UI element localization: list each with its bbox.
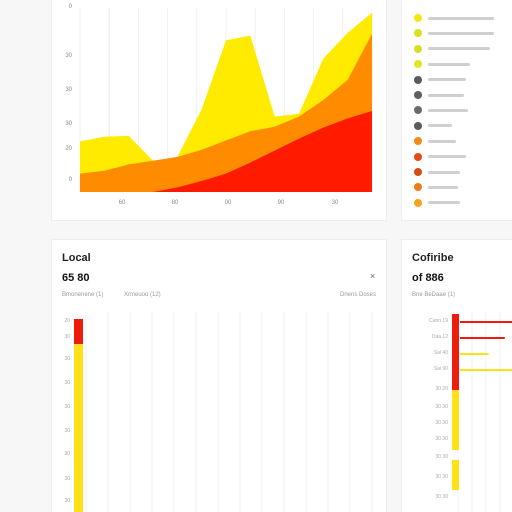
- legend-item[interactable]: [414, 135, 456, 147]
- legend-label-placeholder: [428, 93, 464, 97]
- x-tick-label: 30: [332, 200, 339, 206]
- y-tick-label: 0: [69, 177, 73, 183]
- compare-y-label: 30 20: [435, 386, 448, 392]
- local-bar-red: [74, 319, 83, 345]
- close-icon[interactable]: ×: [370, 271, 376, 281]
- legend-item[interactable]: [414, 181, 458, 193]
- x-tick-label: 90: [278, 200, 285, 206]
- legend-label-placeholder: [428, 16, 494, 20]
- compare-hbar: [460, 321, 512, 323]
- compare-y-label: 30 30: [435, 420, 448, 426]
- legend-dot-icon: [414, 44, 422, 53]
- legend-card: [402, 0, 512, 220]
- legend-item[interactable]: [414, 104, 468, 116]
- compare-y-label: 30 30: [435, 474, 448, 480]
- local-y-label: 20: [64, 318, 70, 324]
- legend-item[interactable]: [414, 27, 494, 39]
- legend-item[interactable]: [414, 197, 460, 209]
- local-panel: Local 65 80 × Bmonenene (1) Xrmeuoo (12)…: [52, 240, 386, 512]
- local-y-label: 30: [64, 428, 70, 434]
- x-tick-label: 60: [119, 200, 126, 206]
- compare-meta: Bne BeDaae (1): [412, 292, 456, 298]
- y-tick-label: 30: [65, 87, 72, 93]
- compare-hbar: [460, 369, 512, 371]
- local-meta-right: Dnens Doses: [340, 292, 377, 298]
- legend-label-placeholder: [428, 170, 460, 174]
- legend-item[interactable]: [414, 74, 466, 86]
- y-tick-label: 0: [69, 4, 73, 10]
- legend-label-placeholder: [428, 78, 466, 82]
- legend-dot-icon: [414, 60, 422, 69]
- local-value: 65 80: [62, 272, 90, 284]
- legend-dot-icon: [414, 106, 422, 115]
- legend-dot-icon: [414, 137, 422, 146]
- local-y-label: 30: [64, 380, 70, 386]
- legend-label-placeholder: [428, 124, 452, 128]
- compare-value: of 886: [412, 272, 444, 284]
- legend-dot-icon: [414, 91, 422, 99]
- compare-y-label: Sai 90: [434, 366, 448, 372]
- local-y-label: 30: [64, 476, 70, 482]
- compare-y-label: Cann 19: [429, 318, 448, 324]
- compare-bar-chart: Cann 19 Daa 12 Sal 40 Sai 90 30 20 30 30 30 30…: [429, 312, 512, 512]
- compare-hbar: [460, 337, 505, 339]
- local-meta-mid: Xrmeuoo (12): [124, 292, 161, 298]
- local-bar-chart: 20 30 30 30 30 30 30 30 30: [64, 312, 373, 512]
- compare-y-label: 30 30: [435, 454, 448, 460]
- legend-label-placeholder: [428, 31, 494, 35]
- local-title: Local: [62, 252, 91, 264]
- x-tick-label: 00: [225, 200, 232, 206]
- legend-item[interactable]: [414, 89, 464, 101]
- compare-y-label: Daa 12: [432, 334, 448, 340]
- legend-item[interactable]: [414, 166, 460, 178]
- legend-label-placeholder: [428, 185, 458, 189]
- legend-label-placeholder: [428, 108, 468, 112]
- compare-hbar: [460, 353, 489, 355]
- local-meta-left: Bmonenene (1): [62, 292, 104, 298]
- legend-item[interactable]: [414, 12, 494, 24]
- y-tick-label: 20: [65, 146, 72, 152]
- legend-item[interactable]: [414, 58, 470, 70]
- legend-dot-icon: [414, 168, 422, 176]
- legend-dot-icon: [414, 121, 422, 130]
- legend-item[interactable]: [414, 43, 490, 55]
- legend-dot-icon: [414, 14, 422, 22]
- local-y-label: 30: [64, 498, 70, 504]
- legend-dot-icon: [414, 198, 422, 207]
- legend-dot-icon: [414, 183, 422, 192]
- compare-bar-red: [452, 314, 459, 390]
- local-y-label: 30: [64, 356, 70, 362]
- compare-panel: Cofiribe of 886 Bne BeDaae (1) Cann 19 Da…: [402, 240, 512, 512]
- legend-label-placeholder: [428, 155, 466, 159]
- area-series-0: [80, 111, 372, 192]
- compare-bar-yellow: [452, 460, 459, 490]
- legend-dot-icon: [414, 152, 422, 161]
- legend-dot-icon: [414, 75, 422, 84]
- compare-y-label: 30 30: [435, 404, 448, 410]
- compare-title: Cofiribe: [412, 252, 454, 264]
- legend-label-placeholder: [428, 201, 460, 205]
- local-y-label: 30: [64, 451, 70, 457]
- local-bar-yellow: [74, 344, 83, 512]
- legend-item[interactable]: [414, 120, 452, 132]
- compare-bar-yellow: [452, 390, 459, 450]
- legend-dot-icon: [414, 29, 422, 38]
- compare-y-label: 30 30: [435, 494, 448, 500]
- compare-y-label: 30 30: [435, 436, 448, 442]
- legend-label-placeholder: [428, 47, 490, 51]
- y-tick-label: 30: [65, 121, 72, 127]
- area-chart: 0 30 30 30 20 0 60 80 00 90 30: [65, 4, 373, 206]
- local-y-label: 30: [64, 334, 70, 340]
- legend-label-placeholder: [428, 139, 456, 143]
- local-y-label: 30: [64, 404, 70, 410]
- area-chart-card: 0 30 30 30 20 0 60 80 00 90 30: [52, 0, 386, 220]
- legend-item[interactable]: [414, 151, 466, 163]
- compare-y-label: Sal 40: [434, 350, 448, 356]
- y-tick-label: 30: [65, 53, 72, 59]
- legend-label-placeholder: [428, 62, 470, 66]
- x-tick-label: 80: [172, 200, 179, 206]
